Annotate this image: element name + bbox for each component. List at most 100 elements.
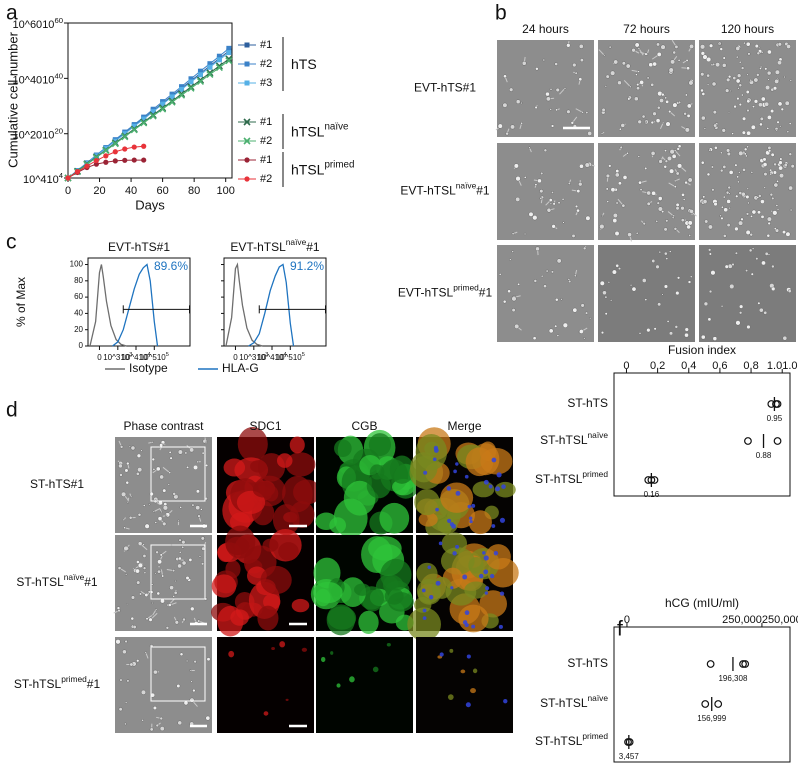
label-part: EVT-hTS#1 [414,81,476,95]
cell [189,669,192,672]
cell [738,150,744,156]
cell [159,443,164,448]
cell [775,129,778,132]
cell [552,202,556,206]
cell [123,526,126,529]
stain [447,694,454,700]
stain [407,607,442,642]
stain [225,525,256,559]
cell [534,105,538,109]
cell-process [162,466,171,474]
cell [648,62,653,68]
cell [572,62,577,68]
cell [637,155,640,158]
cell [121,491,127,497]
nucleus [482,551,486,555]
point [140,119,148,127]
cell [124,639,128,644]
y-tick-label: 80 [74,276,83,285]
column-header: SDC1 [249,419,281,433]
cell [144,523,150,529]
nucleus [422,616,427,621]
cell [772,210,778,216]
cell [731,262,735,267]
cell [770,109,775,114]
stain [449,648,454,653]
cell [599,280,605,286]
inset-box [150,646,206,702]
cell [684,327,689,332]
label-part: naïve [588,430,609,440]
cell [710,270,716,276]
cell [130,616,135,621]
cell [668,67,674,73]
cell [700,88,704,93]
stain [468,556,484,574]
cell [179,506,182,509]
point [197,72,203,78]
nucleus [455,544,460,549]
histogram-curve [112,263,159,347]
cell [687,177,693,183]
tick-base: 10 [256,353,265,362]
cell [729,283,735,289]
cell [128,516,133,520]
cell [672,50,677,55]
cell [726,77,731,82]
cell [770,210,773,213]
cell [562,322,568,328]
panel-letter: a [6,2,18,25]
cell [775,204,779,207]
cell [689,209,694,214]
nucleus [483,479,489,485]
stain [384,587,404,605]
cell [784,100,790,106]
cell [758,46,761,49]
cell [675,290,680,296]
cell [540,171,544,175]
nucleus [435,507,439,512]
stain [416,562,438,585]
cell [690,275,693,278]
cell [545,91,550,97]
cell [619,145,623,149]
y-tick-label: 40 [74,309,83,318]
label-part: EVT-hTS#1 [108,240,170,254]
point [131,157,137,163]
cell [642,222,646,226]
stain [470,688,476,694]
cell [734,226,739,232]
micrograph [407,532,519,642]
cell [535,67,539,71]
cell [681,193,685,197]
cell [766,70,772,76]
cell [665,219,669,223]
cell [179,551,182,554]
label-part: naïve [588,693,609,703]
cell [189,447,195,453]
tick-base: 10 [293,353,302,362]
cell [159,474,164,480]
cell [152,467,156,471]
cell [680,206,685,211]
cell [119,678,123,682]
point [206,69,214,77]
cell [753,99,759,104]
cell [777,42,782,47]
cell [637,47,641,50]
column-header: 120 hours [721,22,774,36]
cell [714,146,718,150]
cell [663,227,668,232]
cell [599,224,605,230]
cell [661,210,665,214]
cell [706,172,711,177]
micrograph-bg [699,40,796,137]
cell [177,519,180,522]
cell [738,103,742,107]
cell [162,488,167,493]
cell [177,449,183,455]
cell [644,120,647,124]
legend-label: #1 [260,39,272,51]
cell [736,73,742,78]
cell [735,320,741,326]
